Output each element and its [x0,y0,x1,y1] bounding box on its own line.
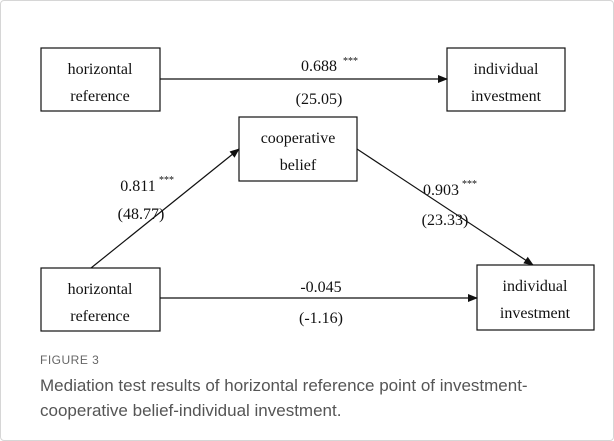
edge-coefficient: 0.811 [120,178,155,195]
node-box [238,116,358,182]
node-label: cooperative [261,130,336,147]
significance: *** [343,56,358,67]
arrow [90,148,240,269]
node-label: investment [471,88,542,105]
node-label: horizontal [68,61,133,78]
edge-coefficient: -0.045 [300,279,341,296]
node-label: individual [474,61,539,78]
node-box [446,47,566,112]
node-label: individual [503,278,568,295]
node-label: horizontal [68,281,133,298]
node-label: belief [280,157,317,174]
significance: *** [462,179,477,190]
node-label: reference [70,88,130,105]
node-box [476,264,595,331]
node-box [40,267,161,332]
edge-coefficient: 0.903 [423,182,459,199]
significance: *** [159,175,174,186]
figure-label: FIGURE 3 [40,353,100,367]
node-box [40,47,161,112]
figure-caption: Mediation test results of horizontal ref… [40,376,528,420]
diagram: horizontal reference individual investme… [40,47,595,332]
node-label: investment [500,305,571,322]
node-label: reference [70,308,130,325]
edge-t: (25.05) [296,91,343,108]
edge-t: (-1.16) [299,310,343,327]
edge-coefficient: 0.688 [301,58,337,75]
edge-t: (23.33) [422,212,469,229]
edge-t: (48.77) [118,206,165,223]
arrow [356,148,534,266]
